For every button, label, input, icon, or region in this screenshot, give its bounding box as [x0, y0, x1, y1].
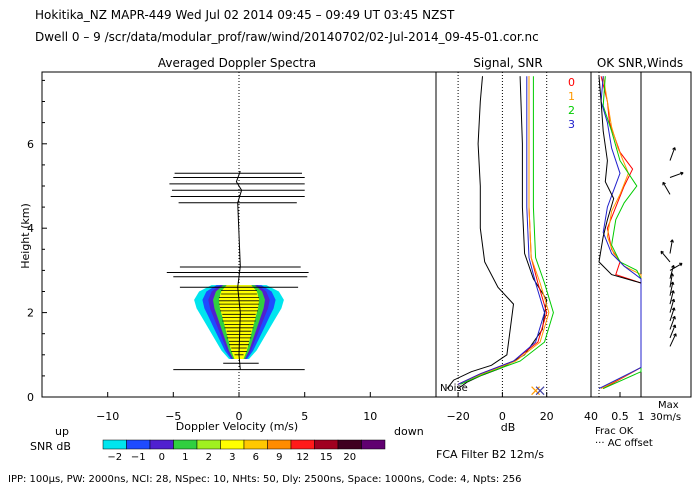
snr-swatch-6 [243, 439, 268, 450]
ok-series-2 [602, 76, 642, 390]
snr-swatch-9 [314, 439, 339, 450]
wind-arrow-8 [669, 281, 675, 296]
winds-xtick-label: 1 [638, 410, 645, 423]
snr-level-label: 20 [343, 452, 356, 463]
snr-swatch-1 [126, 439, 151, 450]
wind-arrow-11 [669, 307, 676, 322]
wind-arrow-4 [660, 250, 671, 263]
snr-level-label: 12 [296, 452, 309, 463]
echo-band-4 [218, 285, 260, 359]
signal-xlabel: dB [501, 421, 516, 434]
spectra-title: Averaged Doppler Spectra [158, 56, 316, 70]
wind-arrow-1 [669, 171, 684, 178]
signal-marker-0 [531, 386, 541, 396]
snr-scale-label: SNR dB [30, 440, 71, 453]
ok-series-3 [598, 76, 642, 390]
spectra-plot: −10 −5 0 5 10 0 2 4 6 [27, 72, 377, 423]
max-value: 30m/s [650, 412, 681, 423]
wind-arrow-12 [669, 315, 676, 330]
wind-arrow-10 [669, 298, 676, 313]
snr-level-label: 1 [182, 452, 188, 463]
ok-series-4 [598, 76, 642, 284]
noise-label: Noise [440, 383, 468, 394]
spectra-ytick-label: 6 [27, 138, 34, 151]
snr-level-label: 2 [206, 452, 212, 463]
spectra-ylabel: Height (km) [19, 203, 32, 269]
header-line-1: Hokitika_NZ MAPR-449 Wed Jul 02 2014 09:… [35, 8, 455, 22]
signal-series-4 [460, 76, 554, 385]
snr-level-label: 6 [253, 452, 259, 463]
wind-arrow-5 [669, 262, 683, 271]
signal-xtick-label: 40 [584, 410, 598, 423]
legend-entry-0: 0 [568, 76, 575, 89]
snr-swatch-8 [290, 439, 315, 450]
signal-title: Signal, SNR [473, 56, 542, 70]
down-label: down [394, 425, 424, 438]
snr-level-label: 9 [276, 452, 282, 463]
up-label: up [55, 425, 69, 438]
spectra-xtick-label: 10 [363, 410, 377, 423]
snr-level-label: 0 [159, 452, 165, 463]
wind-arrow-0 [669, 147, 676, 161]
frac-ok-label: Frac OK [595, 426, 634, 437]
spectra-xtick-label: 5 [301, 410, 308, 423]
legend-entry-1: 1 [568, 90, 575, 103]
snr-swatch-11 [361, 439, 386, 450]
spectra-ytick-label: 2 [27, 307, 34, 320]
signal-xtick-label: −20 [446, 410, 469, 423]
snr-swatch-3 [173, 439, 198, 450]
snr-swatch-5 [220, 439, 245, 450]
snr-swatch-4 [196, 439, 221, 450]
legend-entry-3: 3 [568, 118, 575, 131]
winds-xtick-label: 0.5 [611, 410, 629, 423]
signal-marker-1 [535, 386, 545, 396]
spectra-xtick-label: 0 [236, 410, 243, 423]
spectra-xlabel: Doppler Velocity (m/s) [176, 420, 298, 433]
signal-xtick-label: 0 [499, 410, 506, 423]
signal-series-3 [457, 76, 550, 385]
filter-label: FCA Filter B2 12m/s [436, 448, 544, 461]
snr-swatch-7 [267, 439, 292, 450]
spectra-xtick-label: −5 [165, 410, 181, 423]
spectra-ytick-label: 4 [27, 222, 34, 235]
signal-series-5 [457, 76, 546, 385]
snr-level-label: 15 [320, 452, 333, 463]
spectra-ytick-label: 0 [27, 391, 34, 404]
wind-arrow-13 [669, 324, 677, 339]
snr-level-label: −2 [107, 452, 122, 463]
wind-arrow-2 [662, 181, 671, 195]
wind-arrow-6 [669, 264, 675, 279]
wind-arrow-7 [669, 273, 674, 288]
wind-arrow-3 [669, 239, 674, 254]
legend-entry-2: 2 [568, 104, 575, 117]
mean-velocity-trace [235, 171, 243, 370]
snr-color-scale: −2 −1 0 1 2 3 6 9 12 15 20 [102, 439, 386, 463]
signal-xtick-label: 20 [540, 410, 554, 423]
max-label: Max [658, 400, 679, 411]
signal-series-0 [446, 76, 515, 389]
snr-swatch-0 [102, 439, 127, 450]
wind-arrow-9 [669, 290, 675, 305]
spectra-xtick-label: −10 [96, 410, 119, 423]
snr-swatch-2 [149, 439, 174, 450]
snr-level-label: −1 [131, 452, 146, 463]
footer-params: IPP: 100μs, PW: 2000ns, NCI: 28, NSpec: … [8, 474, 522, 485]
winds-title: OK SNR,Winds [597, 56, 683, 70]
header-line-2: Dwell 0 – 9 /scr/data/modular_prof/raw/w… [35, 30, 539, 44]
snr-swatch-10 [337, 439, 362, 450]
wind-arrow-14 [669, 333, 677, 347]
ok-series-1 [600, 76, 642, 390]
snr-level-label: 3 [229, 452, 235, 463]
ac-offset-label: ··· AC offset [595, 438, 653, 449]
signal-plot: −20 0 20 40 [446, 72, 598, 423]
